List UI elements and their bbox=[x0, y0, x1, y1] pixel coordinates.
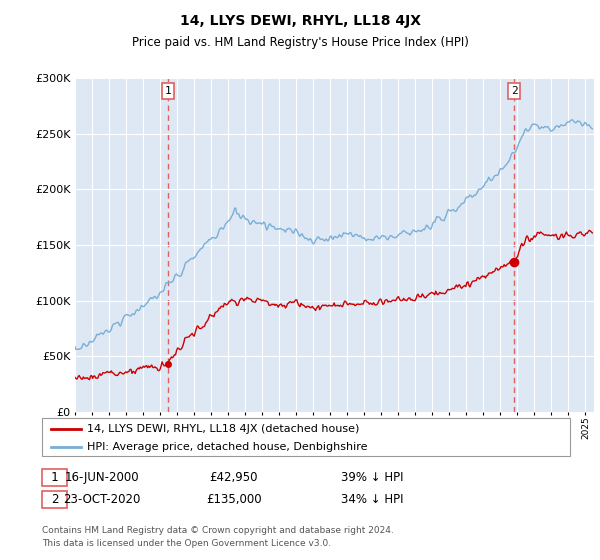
Text: 34% ↓ HPI: 34% ↓ HPI bbox=[341, 493, 403, 506]
Text: 39% ↓ HPI: 39% ↓ HPI bbox=[341, 470, 403, 484]
Text: 14, LLYS DEWI, RHYL, LL18 4JX: 14, LLYS DEWI, RHYL, LL18 4JX bbox=[179, 14, 421, 28]
Text: Price paid vs. HM Land Registry's House Price Index (HPI): Price paid vs. HM Land Registry's House … bbox=[131, 36, 469, 49]
Text: 16-JUN-2000: 16-JUN-2000 bbox=[65, 470, 139, 484]
Text: £135,000: £135,000 bbox=[206, 493, 262, 506]
Text: £42,950: £42,950 bbox=[210, 470, 258, 484]
Text: 1: 1 bbox=[164, 86, 171, 96]
Text: HPI: Average price, detached house, Denbighshire: HPI: Average price, detached house, Denb… bbox=[87, 442, 367, 452]
Text: 14, LLYS DEWI, RHYL, LL18 4JX (detached house): 14, LLYS DEWI, RHYL, LL18 4JX (detached … bbox=[87, 424, 359, 434]
Text: 23-OCT-2020: 23-OCT-2020 bbox=[64, 493, 140, 506]
Text: Contains HM Land Registry data © Crown copyright and database right 2024.
This d: Contains HM Land Registry data © Crown c… bbox=[42, 526, 394, 548]
Text: 2: 2 bbox=[51, 493, 58, 506]
Text: 2: 2 bbox=[511, 86, 518, 96]
Text: 1: 1 bbox=[51, 470, 58, 484]
